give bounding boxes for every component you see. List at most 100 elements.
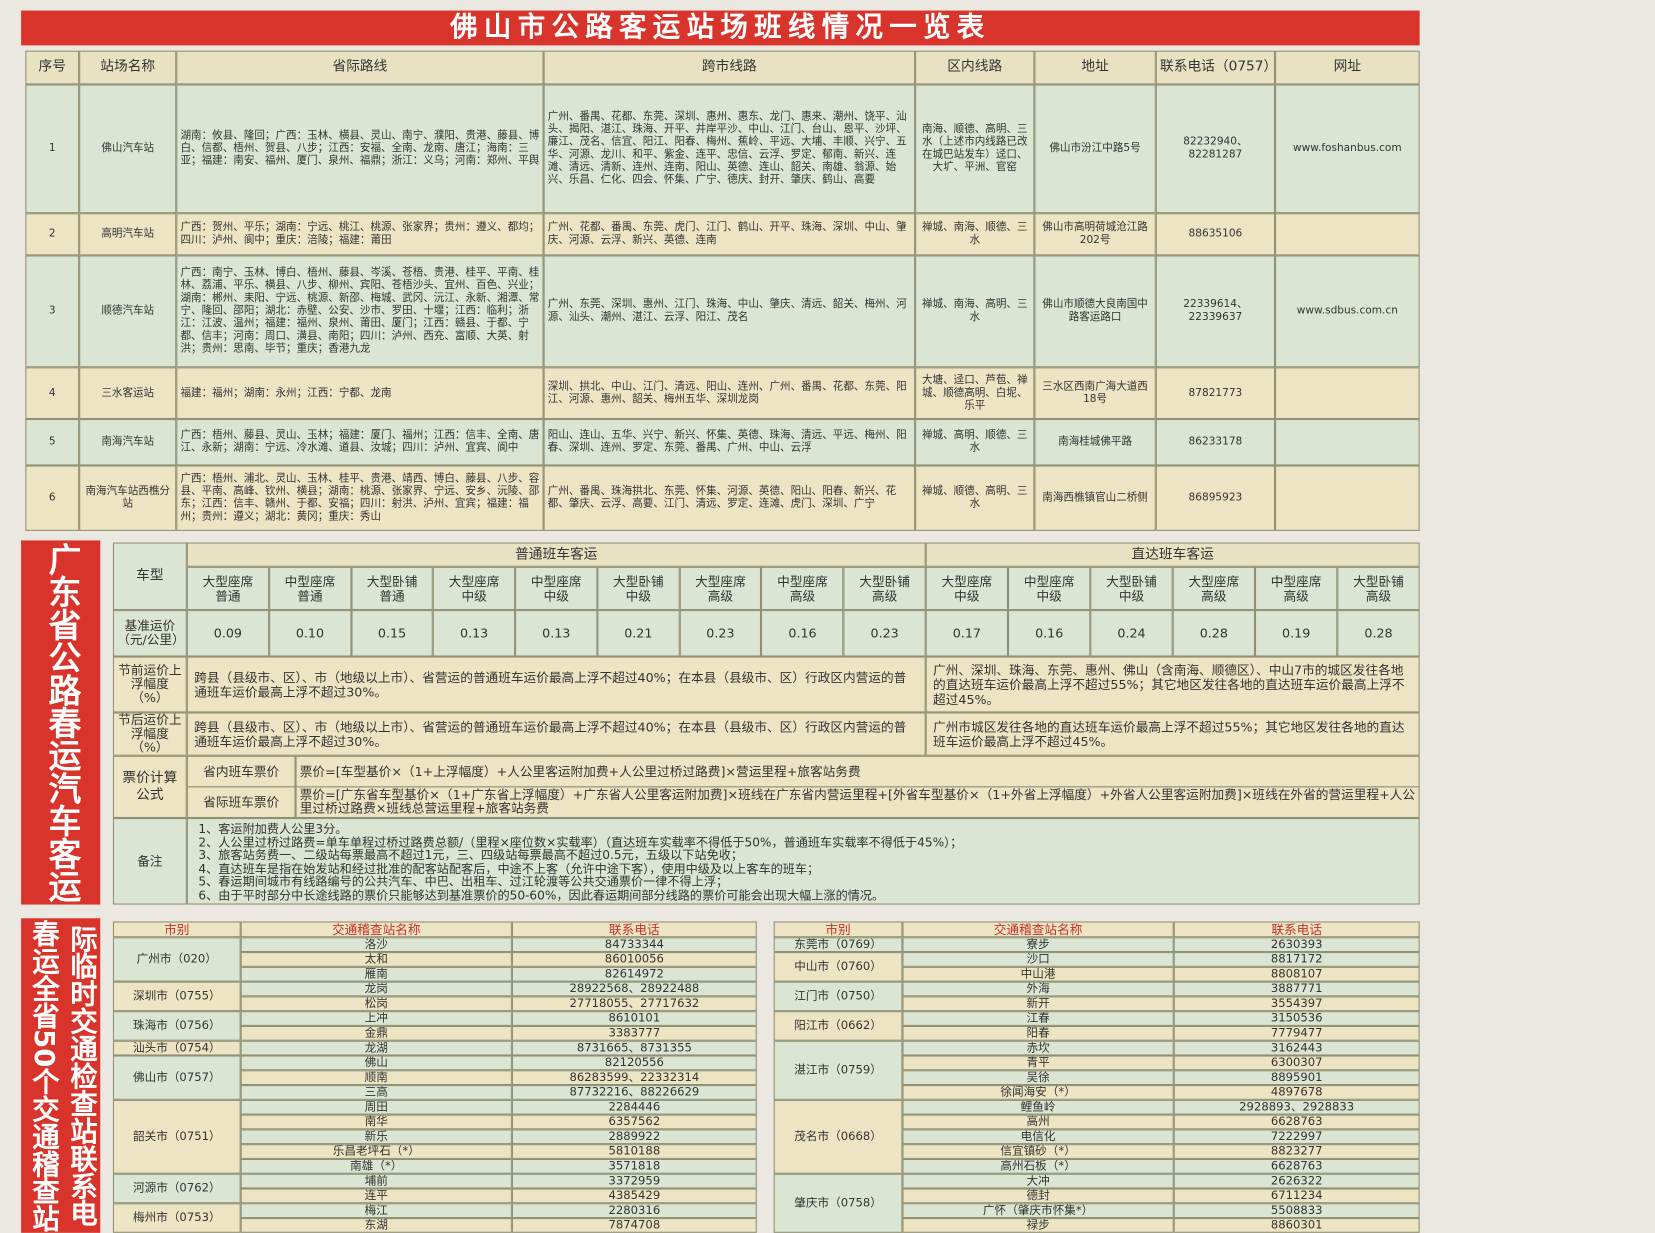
city: 珠海市（0756）	[112, 1011, 241, 1041]
website	[1275, 213, 1420, 256]
checkpoint-name: 上冲	[240, 1011, 512, 1026]
district-routes: 禅城、高明、顺德、三水	[915, 419, 1035, 466]
checkpoint-phone: 7779477	[1173, 1025, 1420, 1041]
checkpoint-name: 寮步	[902, 937, 1174, 953]
base-fare: 0.10	[268, 610, 351, 657]
website	[1275, 465, 1420, 531]
checkpoint-phone: 8823277	[1173, 1144, 1420, 1159]
address: 南海桂城佛平路	[1034, 419, 1156, 466]
city: 中山市（0760）	[773, 952, 903, 982]
city: 河源市（0762）	[112, 1173, 241, 1204]
column-header: 地址	[1034, 50, 1156, 85]
district-routes: 禅城、南海、顺德、三水	[915, 213, 1035, 256]
column-header: 市别	[773, 921, 903, 938]
vehicle-type: 中型座席普通	[268, 566, 351, 611]
side-title-line: 春运全省50个交通稽查站	[27, 919, 60, 1232]
base-fare: 0.09	[186, 610, 269, 657]
intercity-routes: 广州、东莞、深圳、惠州、江门、珠海、中山、肇庆、清远、韶关、梅州、河源、汕头、潮…	[543, 255, 916, 368]
interprovincial-routes: 广西：南宁、玉林、博白、梧州、藤县、岑溪、苍梧、贵港、桂平、平南、桂林、荔浦、平…	[176, 255, 544, 368]
checkpoint-phone: 6300307	[1173, 1055, 1420, 1071]
checkpoint-name: 广怀（肇庆市怀集*）	[902, 1203, 1174, 1219]
pre-label: 节前运价上浮幅度（%）	[112, 656, 187, 713]
checkpoint-phone: 3571818	[511, 1158, 757, 1174]
vehicle-type: 大型座席中级	[433, 566, 516, 611]
checkpoint-phone: 82614972	[511, 966, 757, 982]
station-name: 南海汽车站西樵分站	[79, 465, 177, 531]
formula: 票价=[广东省车型基价×（1+广东省上浮幅度）+广东省人公里客运附加费]×班线在…	[295, 786, 1420, 819]
checkpoint-phone: 6357562	[511, 1114, 757, 1130]
checkpoint-name: 阳春	[902, 1025, 1174, 1041]
checkpoint-name: 新开	[902, 996, 1174, 1012]
row-number: 2	[25, 213, 80, 256]
note: 1、客运附加费人公里3分。	[198, 821, 348, 836]
note: 2、人公里过桥过路费=单车单程过桥过路费总额/（里程×座位数×实载率）（直达班车…	[198, 834, 963, 850]
checkpoint-phone: 7222997	[1173, 1129, 1420, 1145]
checkpoint-phone: 3162443	[1173, 1040, 1420, 1056]
vehicle-type: 中型座席中级	[1008, 566, 1091, 611]
interprovincial-routes: 湖南：攸县、隆回；广西：玉林、横县、灵山、南宁、濮阳、贵港、藤县、博白、信都、梧…	[176, 84, 544, 214]
checkpoint-name: 雁南	[240, 966, 512, 982]
website: www.sdbus.com.cn	[1275, 255, 1420, 368]
checkpoint-phone: 2889922	[511, 1129, 757, 1145]
city: 韶关市（0751）	[112, 1099, 241, 1174]
checkpoint-name: 梅江	[240, 1203, 512, 1219]
city: 江门市（0750）	[773, 981, 903, 1012]
address: 佛山市汾江中路5号	[1034, 84, 1156, 214]
column-header: 序号	[25, 50, 80, 85]
website	[1275, 419, 1420, 466]
intercity-routes: 广州、番禺、珠海拱北、东莞、怀集、河源、英德、阳山、阳春、新兴、花都、肇庆、云浮…	[543, 465, 916, 531]
checkpoint-name: 电信化	[902, 1129, 1174, 1145]
base-fare: 0.17	[925, 610, 1009, 657]
checkpoint-phone: 2928893、2928833	[1173, 1099, 1420, 1115]
checkpoint-name: 信宜镇砂（*）	[902, 1144, 1174, 1159]
address: 佛山市顺德大良南国中路客运路口	[1034, 255, 1156, 368]
checkpoint-phone: 2626322	[1173, 1173, 1420, 1189]
checkpoint-name: 德封	[902, 1188, 1174, 1204]
checkpoint-phone: 2280316	[511, 1203, 757, 1219]
checkpoint-name: 鲤鱼岭	[902, 1099, 1174, 1115]
column-header: 交通稽查站名称	[240, 921, 512, 938]
station-name: 顺德汽车站	[79, 255, 177, 368]
column-header: 网址	[1275, 50, 1420, 85]
district-routes: 大塘、迳口、芦苞、禅城、顺德高明、白坭、乐平	[915, 367, 1035, 420]
checkpoint-name: 埔前	[240, 1173, 512, 1189]
side-title: 际临时交通检查站联系电 春运全省50个交通稽查站	[21, 918, 101, 1233]
checkpoint-phone: 6628763	[1173, 1114, 1420, 1130]
station-name: 南海汽车站	[79, 419, 177, 466]
base-fare: 0.28	[1172, 610, 1255, 657]
checkpoint-phone: 3150536	[1173, 1011, 1420, 1026]
note: 6、由于平时部分中长途线路的票价只能够达到基准票价的50-60%，因此春运期间部…	[198, 887, 885, 902]
base-fare: 0.23	[843, 610, 926, 657]
checkpoint-name: 江春	[902, 1011, 1174, 1026]
checkpoint-phone: 8895901	[1173, 1070, 1420, 1086]
interprovincial-routes: 福建：福州；湖南：永州；江西：宁都、龙南	[176, 367, 544, 420]
address: 南海西樵镇官山二桥侧	[1034, 465, 1156, 531]
checkpoint-name: 高州石板（*）	[902, 1158, 1174, 1174]
column-header: 联系电话	[1173, 921, 1420, 938]
base-fare: 0.13	[515, 610, 598, 657]
base-fare: 0.23	[679, 610, 762, 657]
base-fare: 0.19	[1254, 610, 1338, 657]
checkpoint-phone: 8808107	[1173, 966, 1420, 982]
base-fare: 0.15	[351, 610, 434, 657]
station-name: 佛山汽车站	[79, 84, 177, 214]
checkpoint-name: 洛沙	[240, 937, 512, 953]
checkpoint-phone: 6711234	[1173, 1188, 1420, 1204]
checkpoint-phone: 28922568、28922488	[511, 981, 757, 997]
intercity-routes: 阳山、连山、五华、兴宁、新兴、怀集、英德、珠海、清远、平远、梅州、阳春、深圳、连…	[543, 419, 916, 466]
base-fare: 0.21	[597, 610, 680, 657]
checkpoint-name: 禄步	[902, 1218, 1174, 1233]
notes: 1、客运附加费人公里3分。 2、人公里过桥过路费=单车单程过桥过路费总额/（里程×…	[186, 818, 1420, 905]
city: 茂名市（0668）	[773, 1099, 903, 1174]
vehicle-type: 大型座席高级	[679, 566, 762, 611]
city: 肇庆市（0758）	[773, 1173, 903, 1233]
checkpoint-name: 乐昌老坪石（*）	[240, 1144, 512, 1159]
checkpoint-phone: 5810188	[511, 1144, 757, 1159]
checkpoint-name: 吴徐	[902, 1070, 1174, 1086]
checkpoint-phone: 8731665、8731355	[511, 1040, 757, 1056]
checkpoint-phone: 8860301	[1173, 1218, 1420, 1233]
checkpoint-name: 三高	[240, 1085, 512, 1100]
checkpoint-phone: 3887771	[1173, 981, 1420, 997]
